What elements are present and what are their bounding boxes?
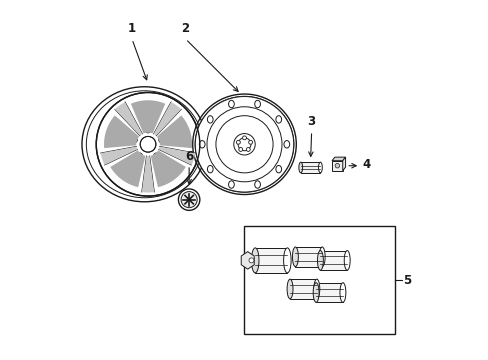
Ellipse shape <box>195 96 293 192</box>
Polygon shape <box>115 102 142 136</box>
Ellipse shape <box>284 140 289 148</box>
Circle shape <box>181 192 197 208</box>
Circle shape <box>246 148 250 152</box>
Ellipse shape <box>292 247 298 267</box>
Ellipse shape <box>286 279 292 299</box>
Circle shape <box>233 134 255 155</box>
Text: 4: 4 <box>362 158 370 171</box>
Ellipse shape <box>317 251 323 270</box>
Bar <box>315 283 342 302</box>
Text: 1: 1 <box>128 22 136 35</box>
Text: 2: 2 <box>181 22 189 35</box>
Polygon shape <box>157 116 192 148</box>
Ellipse shape <box>254 181 260 188</box>
Ellipse shape <box>275 166 281 173</box>
Ellipse shape <box>283 248 290 273</box>
Ellipse shape <box>312 283 318 302</box>
Polygon shape <box>110 150 145 187</box>
Polygon shape <box>104 116 139 148</box>
Bar <box>300 162 320 173</box>
Polygon shape <box>153 102 181 136</box>
Polygon shape <box>142 156 154 193</box>
Ellipse shape <box>207 116 213 123</box>
Polygon shape <box>342 157 345 171</box>
Circle shape <box>178 189 200 210</box>
Circle shape <box>334 163 339 168</box>
Ellipse shape <box>228 181 234 188</box>
Bar <box>289 279 316 299</box>
Circle shape <box>236 140 240 144</box>
Ellipse shape <box>228 100 234 108</box>
Circle shape <box>140 136 156 152</box>
Polygon shape <box>131 100 165 134</box>
Ellipse shape <box>275 116 281 123</box>
Bar <box>331 161 342 171</box>
Polygon shape <box>150 150 185 187</box>
Text: 5: 5 <box>403 274 411 287</box>
Text: 3: 3 <box>307 115 315 128</box>
Bar <box>320 251 346 270</box>
Ellipse shape <box>339 283 345 302</box>
Circle shape <box>248 140 252 144</box>
Ellipse shape <box>199 140 204 148</box>
Ellipse shape <box>319 247 325 267</box>
Polygon shape <box>159 147 195 165</box>
Circle shape <box>153 153 159 158</box>
Ellipse shape <box>207 166 213 173</box>
Circle shape <box>132 137 137 143</box>
Ellipse shape <box>254 100 260 108</box>
Circle shape <box>145 127 150 133</box>
Ellipse shape <box>344 251 349 270</box>
Bar <box>295 247 322 267</box>
Ellipse shape <box>318 162 322 173</box>
Circle shape <box>137 153 142 158</box>
Ellipse shape <box>313 279 319 299</box>
Circle shape <box>238 148 242 152</box>
Text: 6: 6 <box>184 150 193 163</box>
Circle shape <box>238 138 250 151</box>
Polygon shape <box>241 252 254 269</box>
Bar <box>255 248 287 273</box>
Circle shape <box>159 137 164 143</box>
Polygon shape <box>331 157 345 161</box>
Bar <box>244 226 394 334</box>
Ellipse shape <box>298 162 302 173</box>
Circle shape <box>242 136 246 140</box>
Ellipse shape <box>251 248 259 273</box>
Circle shape <box>248 258 253 263</box>
Circle shape <box>96 93 200 196</box>
Polygon shape <box>101 147 137 165</box>
